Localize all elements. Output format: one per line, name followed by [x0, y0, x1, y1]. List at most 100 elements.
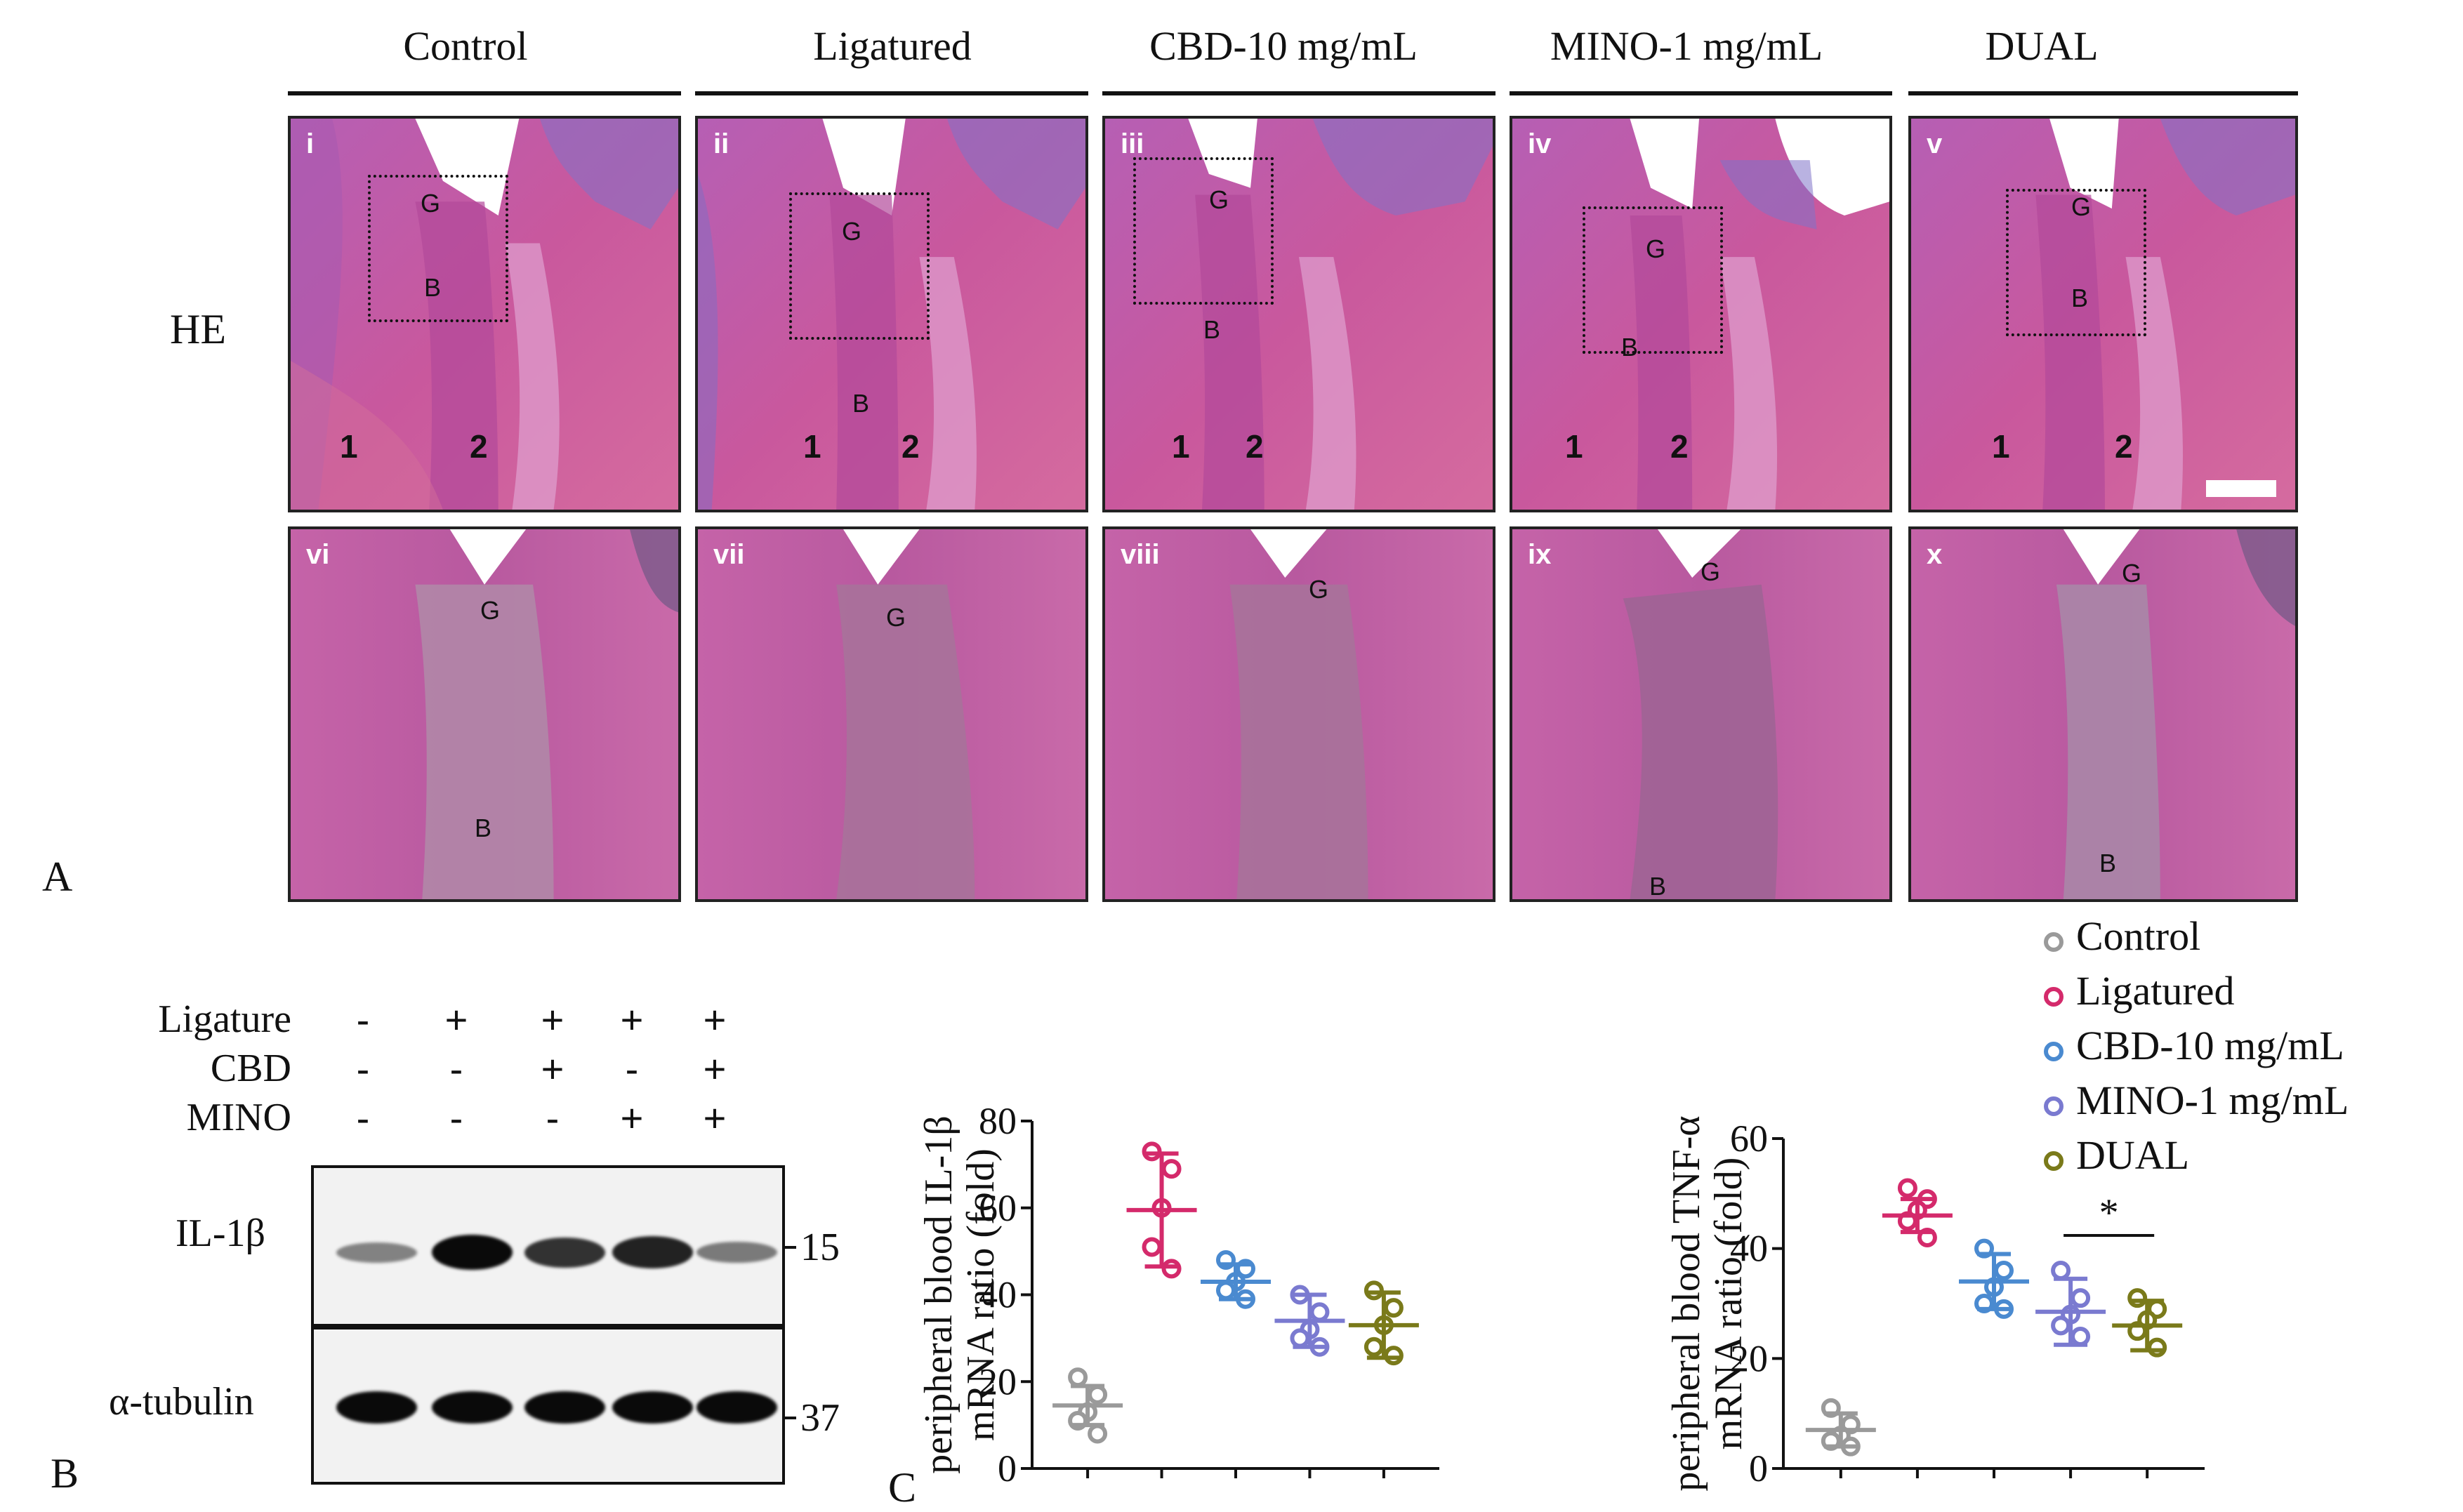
data-point: [1383, 1298, 1404, 1318]
blot-label-il1b: IL-1β: [176, 1212, 265, 1255]
y-tick-label: 20: [1730, 1337, 1768, 1379]
bone-label: B: [2099, 849, 2117, 877]
blot-band: [696, 1391, 777, 1424]
tooth-2-label: 2: [470, 428, 488, 465]
data-point: [1290, 1328, 1310, 1348]
column-title-control: Control: [403, 23, 528, 69]
data-point: [1142, 1141, 1162, 1162]
data-point: [1363, 1280, 1384, 1301]
tooth-1-label: 1: [340, 428, 358, 465]
data-point: [2051, 1261, 2071, 1280]
sign-cell: +: [541, 1047, 564, 1091]
tooth-1-label: 1: [1172, 428, 1190, 465]
kda-label-15: 15: [800, 1226, 840, 1269]
column-title-dual: DUAL: [1985, 23, 2099, 69]
sign-cell: -: [546, 1096, 560, 1140]
y-axis-label: peripheral blood TNF-α: [1671, 1115, 1708, 1491]
bone-label: B: [1649, 872, 1667, 901]
data-point: [2071, 1327, 2091, 1346]
sign-cell: +: [444, 997, 468, 1042]
tooth-2-label: 2: [1670, 428, 1689, 465]
scale-bar: [2206, 480, 2276, 497]
legend-marker: [2044, 1096, 2063, 1116]
treatment-label-mino: MINO: [186, 1096, 291, 1139]
blot-band: [524, 1237, 605, 1268]
bone-label: B: [1621, 333, 1639, 362]
histology-panel-i: i G B 1 2: [288, 116, 681, 512]
panel-roman-label: vi: [306, 539, 330, 570]
histology-panel-v: v G B 1 2: [1908, 116, 2298, 512]
histology-panel-iii: iii G B 1 2: [1102, 116, 1495, 512]
sign-cell: -: [356, 1096, 370, 1140]
data-point: [1161, 1259, 1182, 1279]
panel-roman-label: viii: [1121, 539, 1160, 570]
sign-cell: -: [449, 1047, 463, 1091]
y-axis-label: peripheral blood IL-1β: [917, 1115, 960, 1474]
panel-roman-label: i: [306, 128, 315, 159]
y-tick-label: 0: [998, 1447, 1017, 1490]
y-tick-label: 20: [979, 1360, 1017, 1402]
blot-label-tubulin: α-tubulin: [109, 1380, 254, 1424]
blot-band: [432, 1391, 513, 1424]
tooth-2-label: 2: [2115, 428, 2133, 465]
data-point: [1897, 1178, 1917, 1198]
tooth-2-label: 2: [902, 428, 920, 465]
significance-star: *: [2099, 1191, 2119, 1235]
bone-label: B: [424, 273, 442, 302]
panel-letter-b: B: [51, 1450, 79, 1497]
kda-tick: [785, 1417, 796, 1419]
sign-cell: +: [703, 1047, 727, 1091]
gingiva-label: G: [421, 189, 441, 218]
gingiva-label: G: [2122, 559, 2142, 588]
column-title-cbd: CBD-10 mg/mL: [1149, 23, 1418, 69]
column-rule: [695, 91, 1088, 95]
column-rule: [1510, 91, 1892, 95]
data-point: [1142, 1237, 1162, 1257]
panel-roman-label: ii: [713, 128, 729, 159]
panel-roman-label: vii: [713, 539, 745, 570]
blot-band: [432, 1235, 513, 1270]
data-point: [1994, 1261, 2014, 1280]
bone-label: B: [852, 389, 870, 418]
sign-cell: +: [703, 1096, 727, 1140]
sign-cell: -: [625, 1047, 639, 1091]
sign-cell: -: [449, 1096, 463, 1140]
column-title-ligatured: Ligatured: [813, 23, 972, 69]
data-point: [2147, 1337, 2167, 1358]
gingiva-label: G: [1646, 234, 1666, 263]
panel-roman-label: iii: [1121, 128, 1144, 159]
y-tick-label: 80: [979, 1100, 1017, 1142]
legend-label: MINO-1 mg/mL: [2076, 1077, 2349, 1123]
kda-tick: [785, 1246, 796, 1249]
panel-roman-label: v: [1927, 128, 1943, 159]
column-rule: [288, 91, 681, 95]
gingiva-label: G: [2071, 192, 2092, 221]
panel-roman-label: ix: [1528, 539, 1552, 570]
blot-band: [524, 1391, 605, 1424]
data-point: [1088, 1424, 1108, 1444]
column-rule: [1102, 91, 1495, 95]
y-tick-label: 40: [1730, 1228, 1768, 1270]
gingiva-label: G: [886, 603, 906, 632]
panel-letter-a: A: [42, 854, 73, 900]
data-point: [1161, 1159, 1182, 1179]
histology-panel-iv: iv G B 1 2: [1510, 116, 1892, 512]
blot-band: [336, 1391, 417, 1424]
panel-roman-label: x: [1927, 539, 1943, 570]
sign-cell: +: [541, 997, 564, 1042]
legend-label: DUAL: [2076, 1132, 2190, 1178]
kda-label-37: 37: [800, 1396, 840, 1440]
data-point: [2071, 1288, 2091, 1308]
tooth-1-label: 1: [1565, 428, 1583, 465]
gingiva-label: G: [480, 596, 501, 625]
y-tick-label: 60: [979, 1187, 1017, 1229]
tooth-2-label: 2: [1246, 428, 1264, 465]
histology-panel-ii: ii G B 1 2: [695, 116, 1088, 512]
panel-roman-label: iv: [1528, 128, 1552, 159]
zoom-region-box: [2006, 189, 2146, 336]
data-point: [1383, 1346, 1404, 1366]
bone-label: B: [1203, 315, 1221, 344]
histology-panel-ix: ix G B: [1510, 526, 1892, 902]
data-point: [1216, 1280, 1236, 1301]
